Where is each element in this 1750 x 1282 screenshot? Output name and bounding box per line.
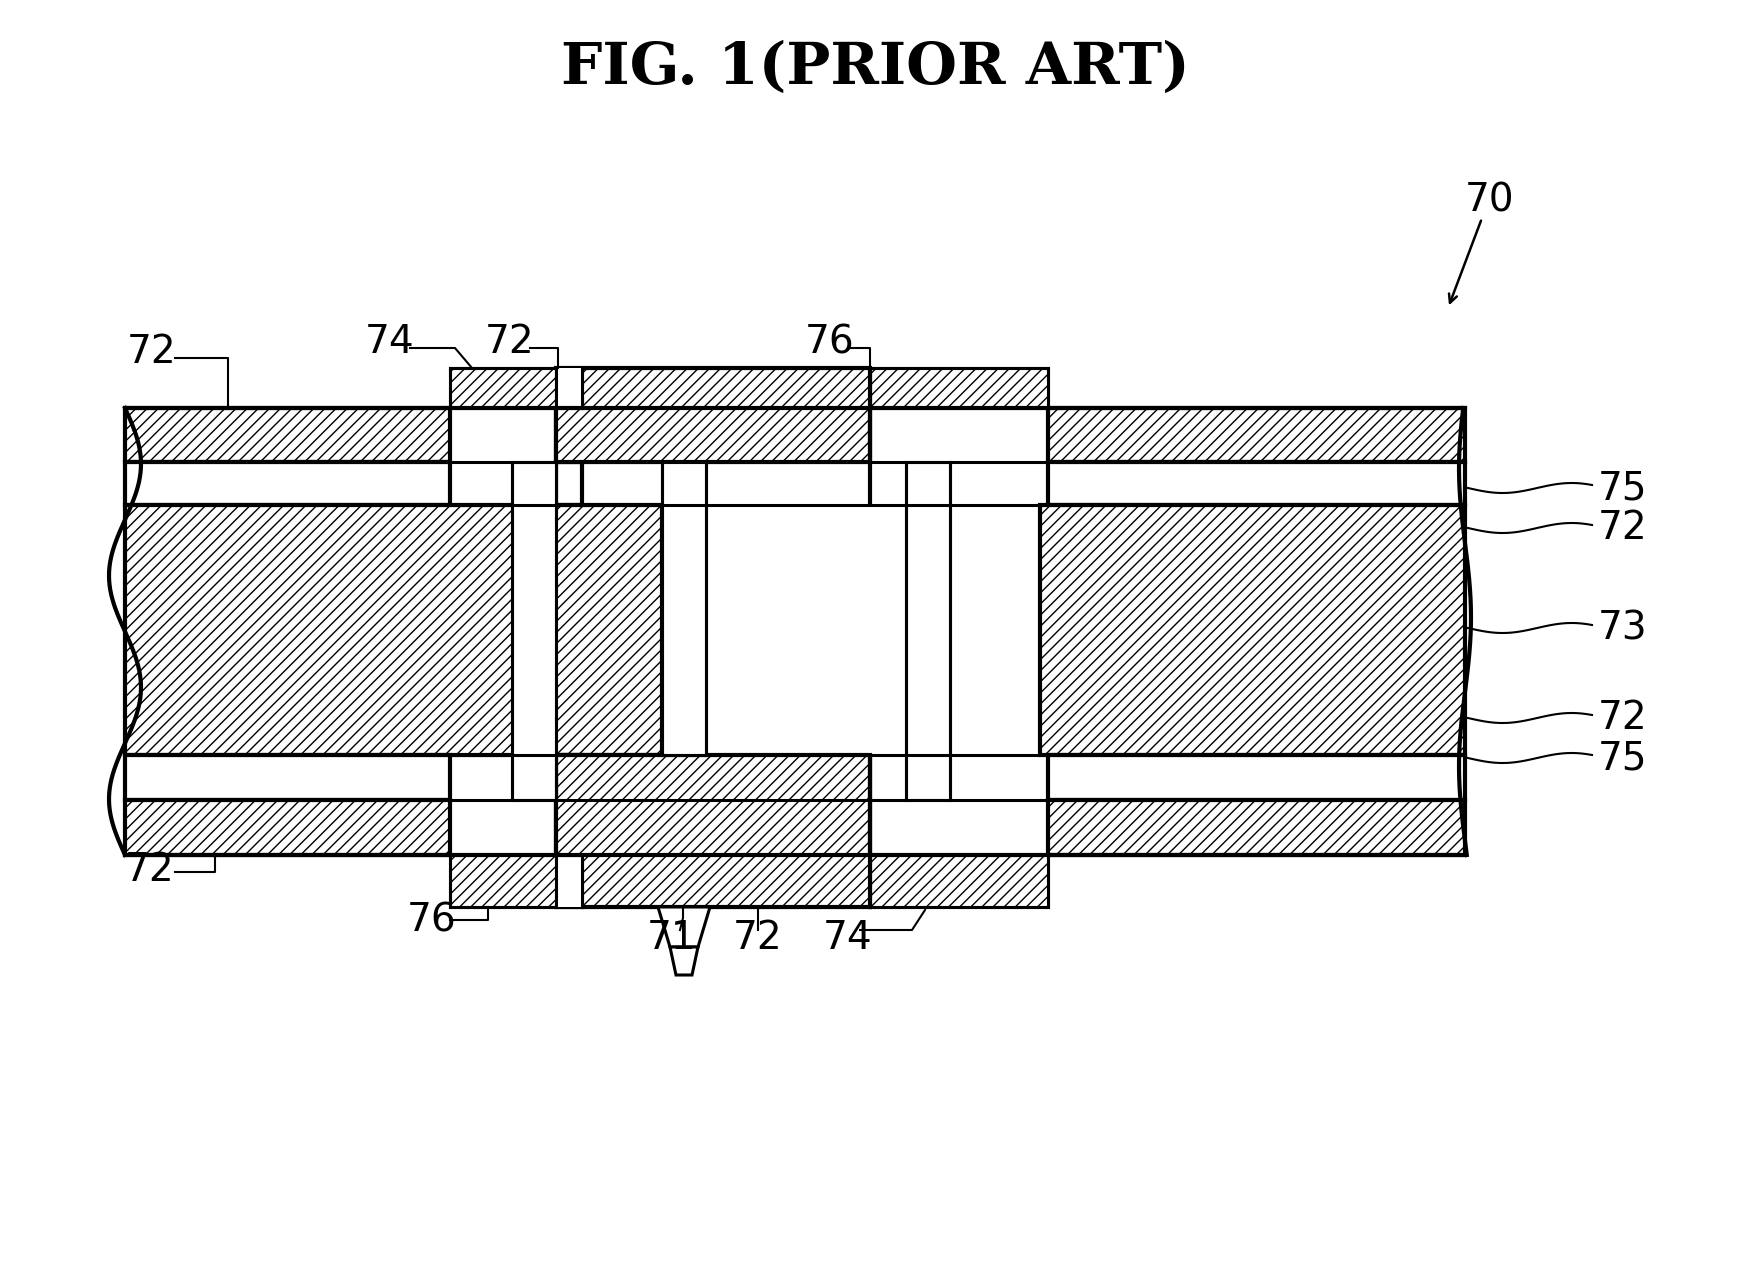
Bar bbox=[450, 855, 583, 906]
Bar bbox=[556, 368, 583, 408]
Text: 72: 72 bbox=[1598, 699, 1648, 737]
Bar bbox=[556, 755, 870, 906]
Text: 73: 73 bbox=[1598, 609, 1648, 647]
Text: 74: 74 bbox=[366, 323, 415, 362]
Text: 71: 71 bbox=[648, 919, 696, 956]
Bar bbox=[1040, 505, 1465, 755]
Text: 76: 76 bbox=[805, 323, 856, 362]
Polygon shape bbox=[658, 906, 710, 947]
Bar bbox=[124, 755, 450, 800]
Bar bbox=[124, 462, 450, 505]
Text: FIG. 1(PRIOR ART): FIG. 1(PRIOR ART) bbox=[560, 40, 1190, 96]
Text: 75: 75 bbox=[1598, 738, 1647, 777]
Bar bbox=[1048, 462, 1465, 505]
Bar bbox=[556, 755, 583, 800]
Bar bbox=[556, 408, 583, 462]
Bar bbox=[556, 368, 870, 462]
Bar bbox=[124, 800, 450, 855]
Bar bbox=[662, 462, 705, 755]
Bar bbox=[870, 368, 1048, 408]
Bar bbox=[124, 408, 450, 462]
Bar bbox=[556, 855, 583, 906]
Text: 76: 76 bbox=[408, 901, 457, 938]
Bar bbox=[1048, 408, 1465, 462]
Text: 70: 70 bbox=[1465, 181, 1516, 219]
Polygon shape bbox=[670, 947, 698, 976]
Bar bbox=[450, 368, 583, 408]
Bar bbox=[124, 505, 662, 755]
Text: 72: 72 bbox=[1598, 509, 1648, 547]
Bar bbox=[906, 462, 950, 800]
Bar bbox=[1048, 755, 1465, 800]
Bar bbox=[556, 800, 583, 855]
Text: 75: 75 bbox=[1598, 469, 1647, 506]
Text: 72: 72 bbox=[733, 919, 782, 956]
Bar bbox=[870, 855, 1048, 906]
Bar bbox=[556, 462, 583, 505]
Text: 72: 72 bbox=[128, 333, 177, 370]
Text: 72: 72 bbox=[485, 323, 536, 362]
Text: 72: 72 bbox=[126, 851, 175, 888]
Bar bbox=[513, 462, 556, 800]
Text: 74: 74 bbox=[822, 919, 873, 956]
Bar bbox=[1048, 800, 1465, 855]
